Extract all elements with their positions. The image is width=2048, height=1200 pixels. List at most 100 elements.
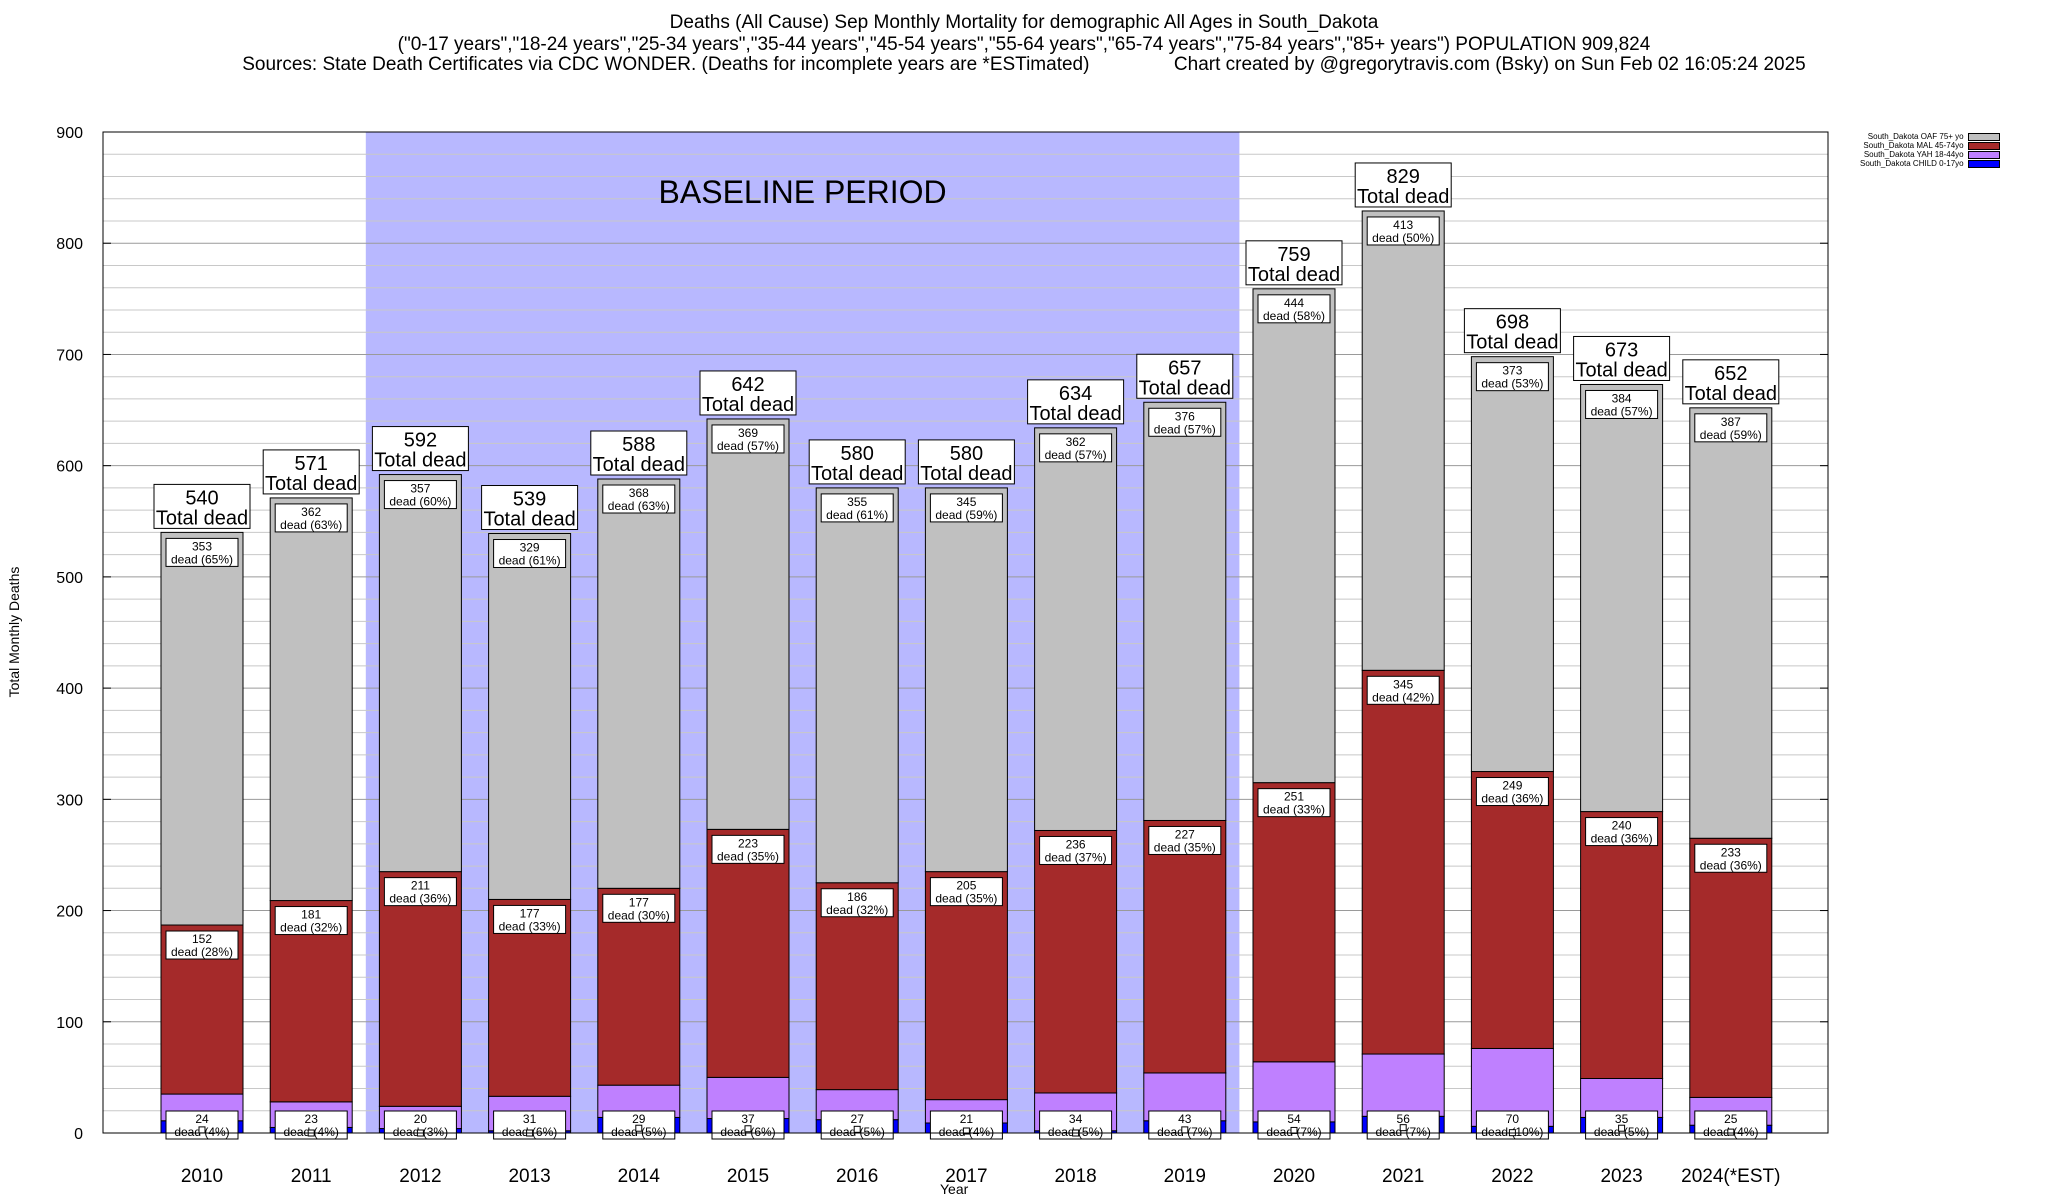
total-label-box — [371, 426, 469, 472]
x-tick-label: 2016 — [836, 1166, 878, 1187]
segment-value-label: 345 — [1393, 677, 1413, 691]
total-label-box — [1573, 335, 1671, 381]
segment-percent-label: dead (58%) — [1263, 309, 1325, 323]
segment-value-label: 24 — [195, 1112, 209, 1126]
x-tick-label: 2018 — [1054, 1166, 1096, 1187]
segment-value-label: 373 — [1502, 364, 1522, 378]
segment-percent-label: dead (36%) — [389, 892, 451, 906]
child-marker — [1618, 1124, 1626, 1132]
total-dead-label: Total dead — [374, 450, 466, 472]
segment-label-box — [493, 539, 567, 569]
segment-value-label: 384 — [1612, 391, 1632, 405]
child-marker — [635, 1124, 643, 1132]
bar-segment-oaf — [706, 418, 790, 830]
segment-value-label: 329 — [520, 541, 540, 555]
segment-label-box — [1585, 389, 1659, 419]
segment-percent-label: dead (57%) — [1045, 448, 1107, 462]
total-value-label: 642 — [731, 374, 764, 396]
segment-percent-label: dead (35%) — [717, 849, 779, 863]
segment-label-box — [1148, 1110, 1222, 1140]
legend-label: South_Dakota YAH 18-44yo — [1863, 150, 1964, 159]
segment-percent-label: dead (28%) — [171, 945, 233, 959]
child-marker — [198, 1126, 206, 1134]
total-value-label: 592 — [404, 430, 437, 452]
bar-segment-oaf — [1689, 407, 1773, 839]
bar-segment-mal — [1252, 782, 1336, 1063]
child-marker — [1399, 1124, 1407, 1132]
y-axis: 0 100 200 300 400 500 600 700 800 900 — [56, 125, 1828, 1143]
bar-segment-mal — [1470, 771, 1554, 1049]
segment-value-label: 236 — [1066, 837, 1086, 851]
segment-value-label: 43 — [1178, 1112, 1192, 1126]
y-tick-label: 600 — [56, 459, 83, 476]
segment-percent-label: dead (59%) — [935, 508, 997, 522]
segment-value-label: 70 — [1506, 1112, 1520, 1126]
segment-value-label: 177 — [520, 906, 540, 920]
x-axis: 2010 2011 2012 2013 2014 2015 2016 2017 2018 2019… — [181, 1166, 1781, 1187]
bar-segment-oaf — [488, 533, 572, 900]
segment-label-box — [274, 503, 348, 533]
total-value-label: 759 — [1277, 244, 1310, 266]
segment-value-label: 34 — [1069, 1112, 1083, 1126]
segment-value-label: 345 — [956, 495, 976, 509]
bar-segment-mal — [1143, 819, 1227, 1074]
segment-label-box — [820, 888, 894, 918]
segment-value-label: 369 — [738, 426, 758, 440]
segment-label-box — [493, 904, 567, 934]
y-tick-label: 800 — [56, 236, 83, 253]
segment-label-box — [1257, 294, 1331, 324]
total-label-box — [699, 370, 797, 416]
total-label-box — [1245, 240, 1343, 286]
segment-value-label: 251 — [1284, 790, 1304, 804]
segment-value-label: 240 — [1612, 819, 1632, 833]
segment-label-box — [1039, 835, 1113, 865]
segment-percent-label: dead (65%) — [171, 552, 233, 566]
segment-value-label: 413 — [1393, 218, 1413, 232]
child-marker — [744, 1125, 752, 1133]
segment-label-box — [1148, 407, 1222, 437]
y-tick-label: 700 — [56, 347, 83, 364]
total-dead-label: Total dead — [483, 509, 575, 531]
child-marker — [1181, 1126, 1189, 1134]
y-tick-label: 100 — [56, 1015, 83, 1032]
bar-segment-oaf — [378, 474, 462, 873]
total-dead-label: Total dead — [593, 454, 685, 476]
bar-segment-mal — [1034, 829, 1118, 1094]
total-label-box — [808, 439, 906, 485]
segment-label-box — [820, 1110, 894, 1140]
segment-value-label: 233 — [1721, 845, 1741, 859]
segment-percent-label: dead (57%) — [1591, 404, 1653, 418]
segment-label-box — [1366, 1110, 1440, 1140]
chart-subtitle-age-groups: ("0-17 years","18-24 years","25-34 years… — [397, 34, 1651, 55]
segment-value-label: 31 — [523, 1112, 537, 1126]
bar-segment-oaf — [269, 497, 353, 902]
segment-value-label: 353 — [192, 539, 212, 553]
bars-layer — [160, 210, 1773, 1134]
bar-segment-oaf — [924, 487, 1008, 873]
bar-segment-yah — [1361, 1053, 1445, 1117]
segment-percent-label: dead (61%) — [826, 508, 888, 522]
segment-label-box — [711, 424, 785, 454]
segment-value-label: 23 — [305, 1112, 319, 1126]
x-tick-label: 2021 — [1382, 1166, 1424, 1187]
segment-value-label: 27 — [851, 1112, 865, 1126]
legend-swatch — [1967, 132, 2000, 141]
sources-text: Sources: State Death Certificates via CD… — [242, 54, 1090, 75]
segment-label-box — [711, 1110, 785, 1140]
total-label-box — [1682, 359, 1780, 405]
legend-label: South_Dakota MAL 45-74yo — [1863, 141, 1964, 150]
total-dead-label: Total dead — [1357, 186, 1449, 208]
total-dead-label: Total dead — [1685, 383, 1777, 405]
segment-label-box — [602, 484, 676, 514]
x-tick-label: 2012 — [399, 1166, 441, 1187]
child-marker — [853, 1125, 861, 1133]
segment-percent-label: dead (53%) — [1481, 377, 1543, 391]
segment-percent-label: dead (63%) — [280, 518, 342, 532]
bar-segment-oaf — [1470, 356, 1554, 773]
segment-percent-label: dead (35%) — [1154, 840, 1216, 854]
segment-value-label: 355 — [847, 495, 867, 509]
segment-label-box — [1475, 362, 1549, 392]
segment-value-label: 152 — [192, 932, 212, 946]
total-value-label: 673 — [1605, 339, 1638, 361]
